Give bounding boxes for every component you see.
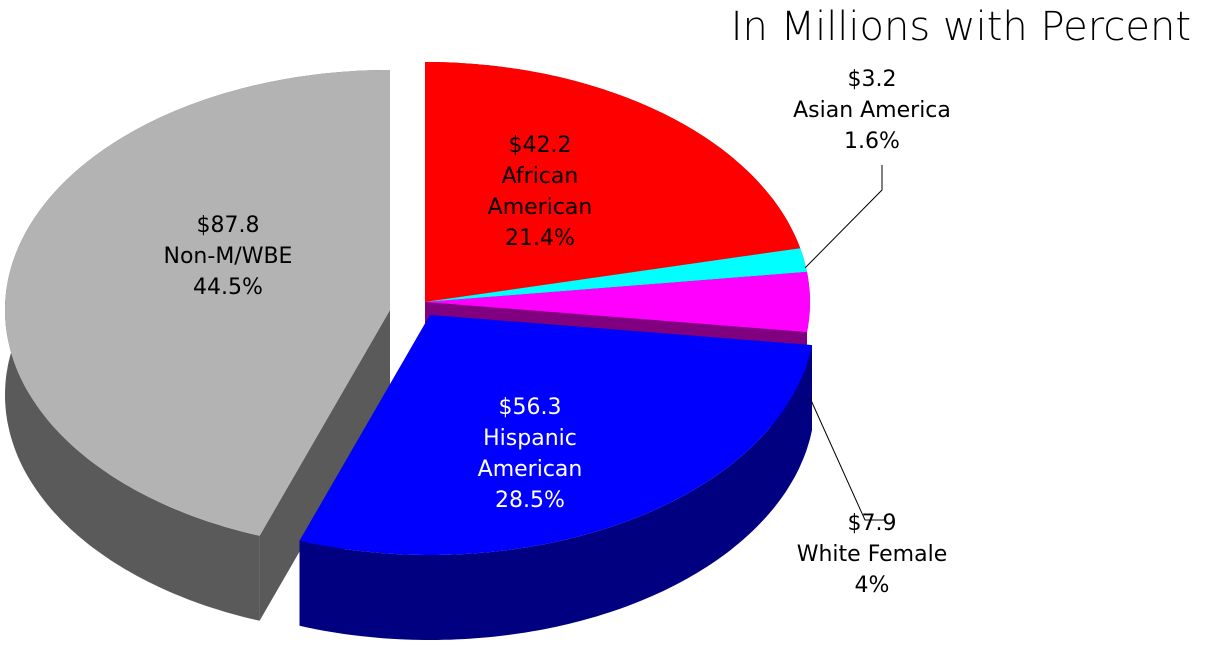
value-label: 28.5% (495, 488, 565, 513)
slice-label: $3.2 Asian America 1.6% (742, 64, 1002, 157)
slice (299, 315, 813, 555)
slice (425, 271, 810, 333)
leader-line (804, 165, 883, 269)
leader-line (809, 397, 884, 521)
chart-title: In Millions with Percent (730, 4, 1191, 50)
slice (425, 62, 801, 302)
slice-label: $87.8 Non-M/WBE 44.5% (118, 210, 338, 303)
category-label: Hispanic American (477, 426, 583, 482)
category-label: Asian America (793, 98, 951, 123)
slice-label: $42.2 African American 21.4% (465, 130, 615, 254)
amount-label: $56.3 (498, 395, 562, 420)
value-label: 4% (854, 573, 890, 598)
slice-label: $56.3 Hispanic American 28.5% (450, 392, 610, 516)
amount-label: $87.8 (196, 213, 260, 238)
amount-label: $42.2 (508, 133, 572, 158)
slice-wall (259, 310, 390, 621)
slice-side (299, 345, 813, 640)
category-label: White Female (796, 542, 948, 567)
category-label: Non-M/WBE (163, 244, 293, 269)
value-label: 1.6% (844, 129, 900, 154)
amount-label: $3.2 (847, 67, 897, 92)
slice (5, 70, 390, 536)
amount-label: $7.9 (847, 511, 897, 536)
value-label: 21.4% (505, 226, 575, 251)
slice-label: $7.9 White Female 4% (742, 508, 1002, 601)
category-label: African American (487, 164, 593, 220)
value-label: 44.5% (193, 275, 263, 300)
slice (425, 248, 807, 302)
